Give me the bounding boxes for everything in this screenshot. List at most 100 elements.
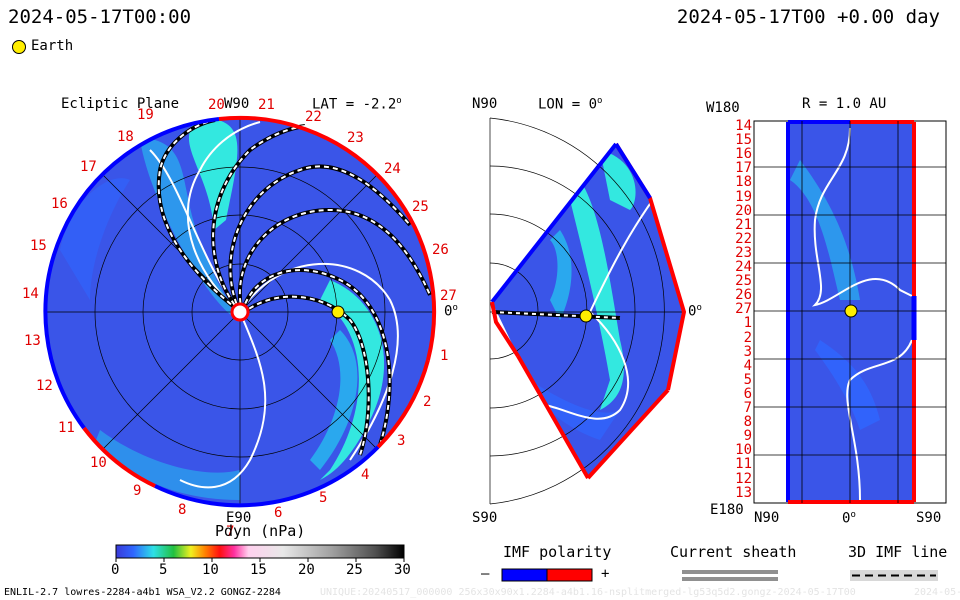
carrington-label: 20: [208, 97, 225, 113]
carrington-label: 23: [347, 130, 364, 146]
sphere-row-label: 8: [743, 414, 752, 431]
earth-marker-meridional: [579, 309, 593, 323]
sphere-top-left-label: W180: [706, 100, 740, 116]
ecliptic-lat-label: LAT = -2.2o: [312, 96, 402, 113]
ecliptic-rim-positive: [218, 115, 437, 361]
carrington-label: 12: [36, 378, 53, 394]
sphere-row-label: 10: [735, 442, 752, 459]
sphere-row-label: 4: [743, 357, 752, 374]
imf-plus-label: +: [601, 566, 610, 582]
sphere-title: R = 1.0 AU: [802, 96, 887, 112]
colorbar-title: Pdyn (nPa): [215, 522, 306, 540]
carrington-label: 27: [440, 288, 457, 304]
colorbar-tick: 20: [298, 562, 315, 578]
carrington-label: 5: [319, 490, 328, 506]
sphere-row-label: 22: [735, 230, 752, 247]
sphere-row-label: 9: [743, 428, 752, 445]
carrington-label: 14: [22, 286, 39, 302]
ecliptic-bottom-label: E90: [226, 510, 252, 526]
sphere-row-label: 27: [735, 301, 752, 318]
footer-run-info: ENLIL-2.7 lowres-2284-a4b1 WSA_V2.2 GONG…: [4, 587, 281, 598]
carrington-label: 1: [440, 348, 449, 364]
carrington-label: 9: [133, 483, 142, 499]
colorbar-tick: 25: [346, 562, 363, 578]
meridional-bottom-label: S90: [472, 510, 498, 526]
ecliptic-rim-negative: [154, 445, 380, 508]
sphere-row-label: 14: [735, 118, 752, 134]
carrington-label: 17: [80, 159, 97, 175]
footer-watermark: UNIQUE:20240517_000000 256x30x90x1.2284-…: [320, 587, 856, 598]
sphere-x-label: S90: [916, 510, 942, 526]
sphere-row-label: 7: [743, 400, 752, 416]
carrington-label: 3: [397, 433, 406, 449]
sphere-row-label: 11: [735, 456, 752, 473]
colorbar-tick: 15: [250, 562, 267, 578]
colorbar-tick: 30: [394, 562, 411, 578]
sphere-row-label: 1: [743, 315, 752, 332]
carrington-label: 13: [24, 333, 41, 349]
earth-marker-sphere: [844, 304, 858, 318]
sphere-row-label: 2: [743, 329, 752, 346]
ecliptic-panel: [43, 115, 437, 508]
imf-line-title: 3D IMF line: [848, 543, 948, 561]
ecliptic-right-label: 0o: [444, 303, 458, 320]
sphere-row-label: 19: [735, 188, 752, 205]
sphere-row-label: 20: [735, 202, 752, 219]
sphere-row-label: 21: [735, 216, 752, 233]
meridional-lon-label: LON = 0o: [538, 96, 603, 113]
meridional-right-label: 0o: [688, 303, 702, 320]
carrington-label: 15: [30, 238, 47, 254]
sphere-row-label: 18: [735, 174, 752, 191]
carrington-label: 18: [117, 129, 134, 145]
sphere-row-label: 15: [735, 132, 752, 149]
carrington-label: 2: [423, 394, 432, 410]
carrington-label: 11: [58, 420, 75, 436]
carrington-label: 4: [361, 467, 370, 483]
sphere-row-label: 16: [735, 146, 752, 163]
sun-marker: [230, 302, 250, 322]
imf-polarity-title: IMF polarity: [503, 543, 612, 561]
carrington-label: 7: [226, 524, 235, 540]
current-sheath-title: Current sheath: [670, 543, 797, 561]
sphere-row-label: 3: [743, 343, 752, 360]
header-left-time: 2024-05-17T00:00: [8, 6, 192, 28]
colorbar-tick: 10: [202, 562, 219, 578]
colorbar-tick: 0: [111, 562, 120, 578]
header-right-time: 2024-05-17T00 +0.00 day: [676, 6, 940, 28]
carrington-label: 19: [137, 107, 154, 123]
imf-negative-swatch: [501, 568, 548, 582]
colorbar: [115, 544, 405, 559]
meridional-panel: [489, 117, 687, 505]
sphere-panel: [753, 120, 947, 504]
sphere-row-label: 23: [735, 244, 752, 261]
ecliptic-top-label: W90: [224, 96, 250, 112]
sphere-row-label: 24: [735, 259, 752, 275]
colorbar-tick: 5: [159, 562, 168, 578]
carrington-label: 22: [305, 109, 322, 125]
carrington-label: 8: [178, 502, 187, 518]
sphere-row-label: 26: [735, 287, 752, 304]
sphere-row-label: 12: [735, 470, 752, 487]
imf-positive-swatch: [546, 568, 593, 582]
sheath-swatch: [682, 570, 778, 574]
earth-marker-ecliptic: [331, 305, 345, 319]
carrington-label: 6: [274, 505, 283, 521]
sphere-row-label: 13: [735, 484, 752, 501]
ecliptic-title: Ecliptic Plane: [61, 96, 180, 112]
sphere-x-label: N90: [754, 510, 780, 526]
carrington-label: 21: [258, 97, 275, 113]
carrington-label: 25: [412, 199, 429, 215]
carrington-label: 10: [90, 455, 107, 471]
carrington-label: 26: [432, 242, 449, 258]
sphere-row-label: 6: [743, 385, 752, 402]
earth-legend-label: Earth: [31, 38, 74, 54]
sphere-row-label: 5: [743, 371, 752, 388]
footer-right-stub: 2024-05-16: [914, 587, 960, 598]
sphere-x-label: 0o: [842, 510, 856, 527]
carrington-label: 24: [384, 161, 401, 177]
earth-legend-marker: [12, 40, 26, 54]
meridional-top-label: N90: [472, 96, 498, 112]
sphere-row-label: 25: [735, 273, 752, 290]
imf-minus-label: –: [481, 566, 490, 582]
